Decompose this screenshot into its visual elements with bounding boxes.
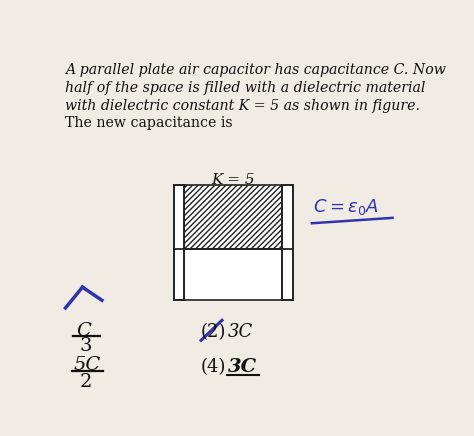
Text: (2): (2) bbox=[201, 324, 226, 341]
Text: 3: 3 bbox=[80, 337, 92, 355]
Text: $C = \varepsilon_0 A$: $C = \varepsilon_0 A$ bbox=[313, 197, 380, 217]
Text: K = 5: K = 5 bbox=[211, 173, 255, 187]
Text: 2: 2 bbox=[80, 373, 92, 391]
Bar bbox=[283, 185, 292, 300]
Bar bbox=[184, 185, 283, 249]
Text: 3C: 3C bbox=[228, 324, 254, 341]
Bar bbox=[174, 185, 184, 300]
Text: C: C bbox=[76, 322, 91, 340]
Text: half of the space is filled with a dielectric material: half of the space is filled with a diele… bbox=[65, 81, 426, 95]
Text: A parallel plate air capacitor has capacitance C. Now: A parallel plate air capacitor has capac… bbox=[65, 63, 447, 77]
Text: The new capacitance is: The new capacitance is bbox=[65, 116, 233, 130]
Text: 5C: 5C bbox=[73, 357, 100, 375]
Text: 3C: 3C bbox=[228, 358, 257, 376]
Bar bbox=[184, 249, 283, 300]
Text: (4): (4) bbox=[201, 358, 226, 376]
Text: with dielectric constant K = 5 as shown in figure.: with dielectric constant K = 5 as shown … bbox=[65, 99, 420, 112]
